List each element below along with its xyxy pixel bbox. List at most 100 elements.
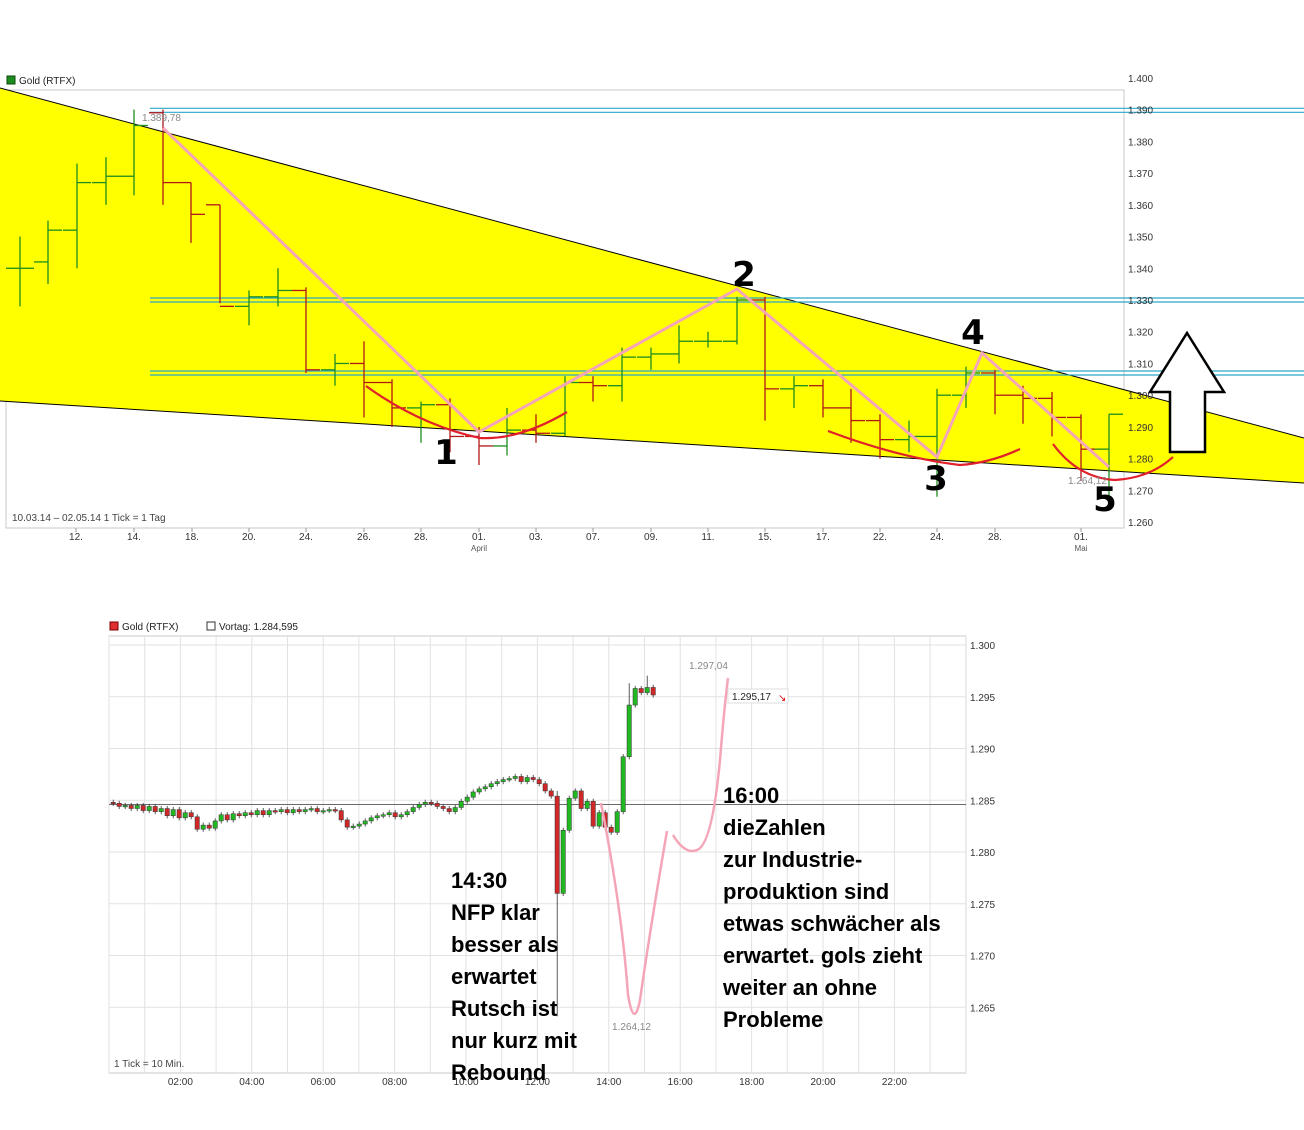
candle <box>638 685 644 696</box>
bottom-legend: Gold (RTFX) <box>122 622 179 633</box>
bottom-last-label: 1.295,17 <box>732 692 771 703</box>
candle <box>398 812 404 820</box>
candle <box>392 810 398 820</box>
ann-left-6: Rebound <box>451 1060 546 1085</box>
top-x-tick: 24. <box>930 532 944 543</box>
candle <box>416 801 422 811</box>
top-y-tick: 1.370 <box>1128 169 1153 180</box>
annotation-industrie: 16:00 dieZahlen zur Industrie- produktio… <box>722 783 941 1032</box>
bottom-footer: 1 Tick = 10 Min. <box>114 1059 184 1070</box>
candle <box>164 805 170 819</box>
top-x-tick: 17. <box>816 532 830 543</box>
rebound-curve <box>671 677 730 853</box>
candle <box>380 812 386 819</box>
top-legend: Gold (RTFX) <box>19 76 76 87</box>
candle <box>458 798 464 811</box>
ohlc-bar <box>92 157 120 205</box>
candle <box>110 799 116 806</box>
candle <box>302 806 308 815</box>
ohlc-bar <box>6 236 34 307</box>
candle <box>554 790 560 1017</box>
candle <box>470 789 476 800</box>
legend-swatch <box>6 75 16 85</box>
ann-right-7: Probleme <box>723 1007 823 1032</box>
bottom-legend-swatch <box>109 621 119 631</box>
candle <box>500 776 506 785</box>
candle <box>134 802 140 812</box>
ohlc-bar <box>981 369 1009 415</box>
candle <box>488 781 494 790</box>
top-x-tick: 03. <box>529 532 543 543</box>
candle <box>494 779 500 787</box>
top-x-tick: 22. <box>873 532 887 543</box>
candle <box>476 786 482 795</box>
ohlc-bar <box>264 268 292 307</box>
candle <box>242 810 248 819</box>
bottom-x-tick: 14:00 <box>596 1077 621 1088</box>
candle <box>176 806 182 821</box>
candle <box>260 808 266 818</box>
candle <box>620 754 626 815</box>
bottom-x-tick: 20:00 <box>810 1077 835 1088</box>
candle <box>566 795 572 833</box>
bottom-legend-prev: Vortag: 1.284,595 <box>219 622 298 633</box>
top-x-tick: 01. <box>472 532 486 543</box>
ohlc-bar <box>350 341 378 418</box>
ohlc-bar <box>235 290 263 326</box>
candle <box>158 805 164 815</box>
ann-left-3: erwartet <box>451 964 537 989</box>
bottom-high-label: 1.297,04 <box>689 661 728 672</box>
top-x-tick: 09. <box>644 532 658 543</box>
candle <box>614 809 620 835</box>
bottom-y-tick: 1.300 <box>970 641 995 652</box>
candle <box>644 675 650 696</box>
candle <box>518 773 524 785</box>
top-x-tick: 01. <box>1074 532 1088 543</box>
candle <box>314 805 320 815</box>
candle <box>506 775 512 783</box>
ann-right-2: zur Industrie- <box>723 847 862 872</box>
ohlc-bar <box>1095 413 1123 510</box>
ohlc-bar <box>780 376 808 408</box>
lower-trendline <box>0 400 1304 484</box>
wave-path <box>161 126 1111 469</box>
candle <box>530 774 536 783</box>
candle <box>218 812 224 824</box>
top-x-tick: 28. <box>988 532 1002 543</box>
ohlc-bar <box>292 287 320 373</box>
ann-right-1: dieZahlen <box>723 815 826 840</box>
top-x-tick: 12. <box>69 532 83 543</box>
bottom-low-label: 1.264,12 <box>612 1022 651 1033</box>
candle <box>152 803 158 815</box>
candle <box>434 800 440 810</box>
top-x-tick: 11. <box>701 532 714 543</box>
candle <box>368 815 374 824</box>
candle <box>404 809 410 818</box>
bottom-y-tick: 1.275 <box>970 900 995 911</box>
ann-left-0: 14:30 <box>451 868 507 893</box>
ohlc-bar <box>608 347 636 402</box>
candle <box>452 804 458 815</box>
bottom-x-tick: 04:00 <box>239 1077 264 1088</box>
top-y-tick: 1.340 <box>1128 264 1153 275</box>
candle <box>626 683 632 760</box>
candle <box>248 810 254 818</box>
candle <box>320 808 326 815</box>
candle <box>224 812 230 823</box>
ann-right-4: etwas schwächer als <box>723 911 941 936</box>
top-x-tick: 14. <box>127 532 141 543</box>
candle <box>116 800 122 810</box>
candle <box>254 808 260 818</box>
candle <box>272 808 278 815</box>
candle <box>338 808 344 823</box>
bottom-y-tick: 1.280 <box>970 848 995 859</box>
candle <box>422 799 428 807</box>
bottom-y-tick: 1.270 <box>970 952 995 963</box>
candle <box>170 806 176 819</box>
candle <box>548 788 554 799</box>
ohlc-bar <box>637 347 665 370</box>
candle <box>584 798 590 812</box>
arc-3 <box>827 429 1021 467</box>
top-y-tick: 1.390 <box>1128 106 1153 117</box>
top-high-label: 1.389,78 <box>142 113 181 124</box>
